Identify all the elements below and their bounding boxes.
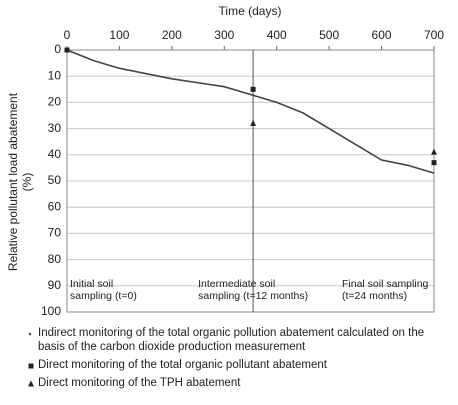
x-tick-label: 600 (372, 28, 392, 42)
data-line (66, 49, 435, 174)
y-axis-label: Relative pollutant load abatement (6, 92, 20, 271)
x-tick-label: 500 (319, 28, 339, 42)
legend-dot (28, 332, 32, 336)
y-tick-label: 30 (48, 121, 62, 135)
x-axis-label: Time (days) (219, 4, 282, 18)
triangle-marker (431, 148, 437, 155)
chart: Time (days) Relative pollutant load abat… (6, 4, 444, 318)
y-tick-label: 70 (48, 226, 62, 240)
x-tick-label: 200 (162, 28, 182, 42)
annotation: sampling (t=0) (70, 290, 137, 302)
y-tick-label: 60 (48, 199, 62, 213)
legend-label: Direct monitoring of the TPH abatement (38, 377, 241, 389)
y-tick-label: 20 (48, 95, 62, 109)
square-marker (64, 47, 70, 53)
x-tick-label: 0 (64, 28, 71, 42)
square-marker (250, 86, 256, 92)
annotation: Initial soil (70, 278, 113, 290)
annotation: (t=24 months) (342, 290, 407, 302)
square-marker (431, 160, 437, 166)
legend-entry: Direct monitoring of the total organic p… (28, 358, 453, 372)
x-tick-label: 700 (424, 28, 444, 42)
y-tick-label: 0 (54, 42, 61, 56)
x-tick-label: 300 (214, 28, 234, 42)
annotation: sampling (t=12 months) (198, 290, 308, 302)
y-tick-label: 50 (48, 173, 62, 187)
x-tick-label: 100 (109, 28, 129, 42)
y-tick-label: 100 (41, 304, 61, 318)
annotation: Intermediate soil (198, 278, 275, 290)
legend-swatch (28, 332, 32, 336)
triangle-marker (28, 380, 34, 387)
y-tick-label: 40 (48, 147, 62, 161)
legend-entry: Indirect monitoring of the total organic… (28, 326, 453, 354)
plot-frame (66, 49, 435, 313)
x-tick-label: 400 (267, 28, 287, 42)
legend-entry: Direct monitoring of the TPH abatement (28, 376, 453, 390)
legend-label: Direct monitoring of the total organic p… (38, 359, 327, 371)
y-axis-unit: (%) (20, 173, 34, 192)
annotation: Final soil sampling (342, 278, 429, 290)
legend: Indirect monitoring of the total organic… (28, 326, 453, 394)
legend-swatch (28, 363, 34, 369)
y-tick-label: 10 (48, 68, 62, 82)
y-tick-label: 90 (48, 278, 62, 292)
legend-label: Indirect monitoring of the total organic… (38, 327, 425, 353)
legend-swatch (28, 380, 34, 387)
triangle-marker (250, 119, 257, 126)
square-marker (28, 363, 34, 369)
y-tick-label: 80 (48, 252, 62, 266)
